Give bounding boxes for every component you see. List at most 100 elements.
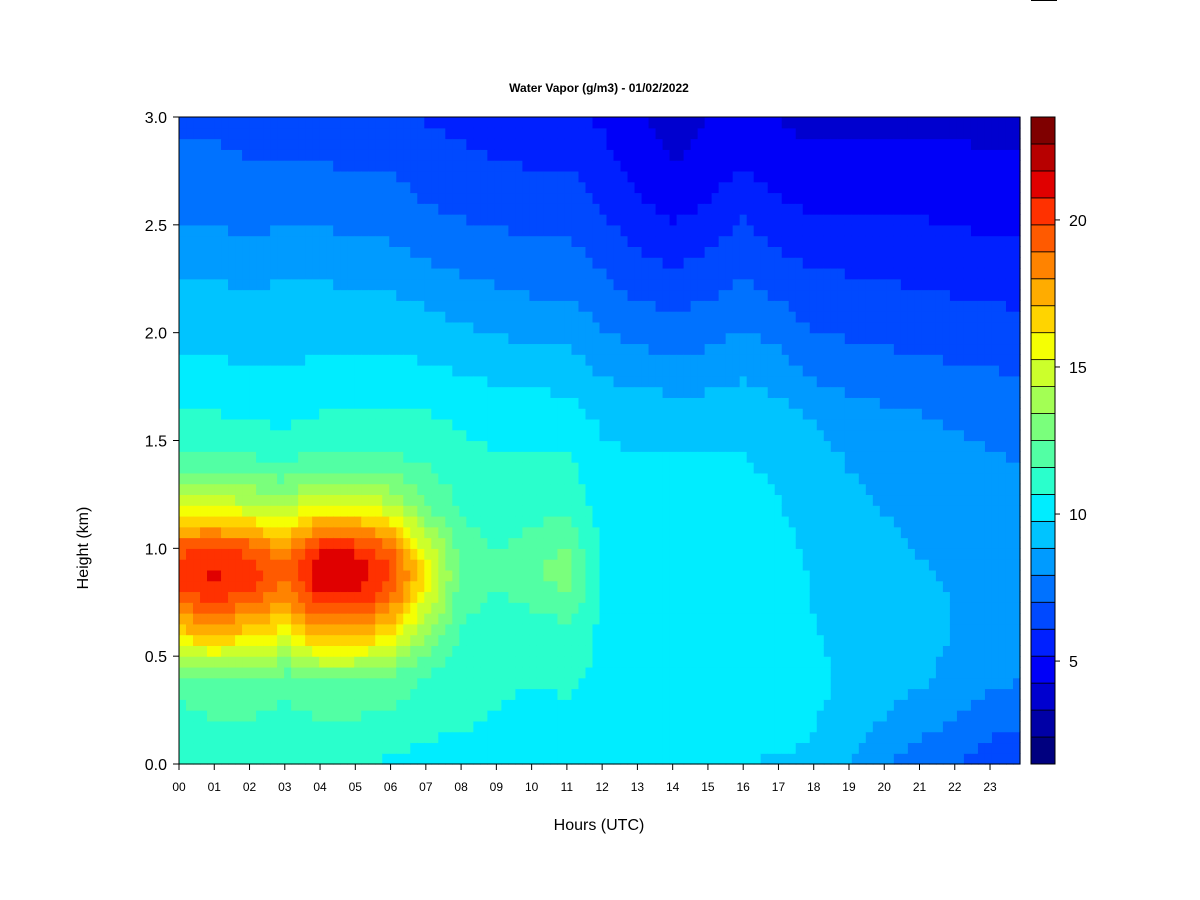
heatmap-cell — [522, 408, 531, 420]
heatmap-cell — [501, 149, 509, 161]
heatmap-cell — [214, 289, 222, 301]
heatmap-cell — [424, 321, 432, 334]
heatmap-cell — [599, 257, 608, 269]
heatmap-cell — [207, 375, 215, 388]
heatmap-cell — [375, 462, 383, 474]
heatmap-cell — [235, 429, 243, 442]
heatmap-cell — [186, 731, 194, 744]
heatmap-cell — [669, 257, 678, 269]
heatmap-cell — [585, 753, 594, 765]
heatmap-cell — [396, 656, 404, 668]
heatmap-cell — [683, 311, 692, 323]
heatmap-cell — [200, 375, 208, 388]
heatmap-cell — [207, 386, 215, 398]
heatmap-cell — [592, 699, 601, 711]
heatmap-cell — [543, 278, 552, 291]
heatmap-cell — [641, 170, 650, 183]
heatmap-cell — [753, 753, 762, 765]
heatmap-cell — [753, 666, 762, 679]
heatmap-cell — [697, 591, 706, 603]
heatmap-cell — [305, 117, 313, 129]
heatmap-cell — [746, 311, 755, 323]
heatmap-cell — [711, 203, 720, 215]
heatmap-cell — [704, 365, 713, 377]
heatmap-cell — [326, 235, 334, 247]
heatmap-cell — [704, 257, 713, 269]
heatmap-cell — [536, 138, 545, 150]
heatmap-cell — [529, 408, 538, 420]
heatmap-cell — [438, 645, 446, 657]
heatmap-cell — [277, 720, 285, 733]
heatmap-cell — [508, 408, 516, 420]
heatmap-cell — [179, 591, 187, 603]
heatmap-cell — [718, 429, 727, 442]
heatmap-cell — [620, 149, 629, 161]
heatmap-cell — [186, 462, 194, 474]
heatmap-cell — [543, 472, 552, 485]
heatmap-cell — [550, 224, 559, 237]
heatmap-cell — [403, 149, 411, 161]
heatmap-cell — [263, 160, 271, 172]
heatmap-cell — [361, 494, 369, 506]
heatmap-cell — [669, 731, 678, 744]
heatmap-cell — [732, 365, 741, 377]
heatmap-cell — [256, 699, 264, 711]
heatmap-cell — [578, 688, 587, 700]
heatmap-cell — [312, 117, 320, 129]
heatmap-cell — [480, 267, 488, 280]
heatmap-cell — [564, 214, 573, 226]
heatmap-cell — [326, 192, 334, 204]
heatmap-cell — [284, 160, 292, 172]
heatmap-cell — [214, 397, 222, 409]
heatmap-cell — [221, 742, 229, 754]
heatmap-cell — [662, 289, 671, 301]
heatmap-cell — [753, 613, 762, 625]
heatmap-cell — [438, 224, 446, 237]
heatmap-cell — [361, 710, 369, 722]
heatmap-cell — [375, 278, 383, 291]
heatmap-cell — [536, 224, 545, 237]
heatmap-cell — [697, 537, 706, 549]
heatmap-cell — [718, 418, 727, 431]
heatmap-cell — [655, 289, 664, 301]
heatmap-cell — [718, 321, 727, 334]
heatmap-cell — [746, 494, 755, 506]
heatmap-cell — [578, 138, 587, 150]
heatmap-cell — [319, 117, 327, 129]
heatmap-cell — [207, 343, 215, 355]
heatmap-cell — [669, 343, 678, 355]
heatmap-cell — [193, 408, 201, 420]
heatmap-cell — [445, 688, 453, 700]
heatmap-cell — [634, 235, 643, 247]
heatmap-cell — [256, 386, 264, 398]
heatmap-cell — [221, 634, 229, 646]
heatmap-cell — [319, 343, 327, 355]
heatmap-cell — [529, 515, 538, 528]
heatmap-cell — [249, 224, 257, 237]
heatmap-cell — [704, 537, 713, 549]
heatmap-cell — [375, 580, 383, 593]
heatmap-cell — [662, 170, 671, 183]
heatmap-cell — [725, 170, 734, 183]
heatmap-cell — [578, 559, 587, 571]
heatmap-cell — [648, 365, 657, 377]
heatmap-cell — [515, 505, 524, 517]
heatmap-cell — [410, 569, 418, 582]
heatmap-cell — [424, 569, 432, 582]
heatmap-cell — [340, 548, 348, 560]
heatmap-cell — [277, 753, 285, 765]
heatmap-cell — [179, 462, 187, 474]
heatmap-cell — [368, 203, 376, 215]
heatmap-cell — [403, 267, 411, 280]
heatmap-cell — [361, 235, 369, 247]
heatmap-cell — [193, 429, 201, 442]
heatmap-cell — [193, 710, 201, 722]
heatmap-cell — [578, 591, 587, 603]
heatmap-cell — [361, 699, 369, 711]
heatmap-cell — [340, 289, 348, 301]
heatmap-cell — [648, 300, 657, 312]
heatmap-cell — [704, 688, 713, 700]
heatmap-cell — [669, 580, 678, 593]
heatmap-cell — [501, 203, 509, 215]
heatmap-cell — [711, 343, 720, 355]
